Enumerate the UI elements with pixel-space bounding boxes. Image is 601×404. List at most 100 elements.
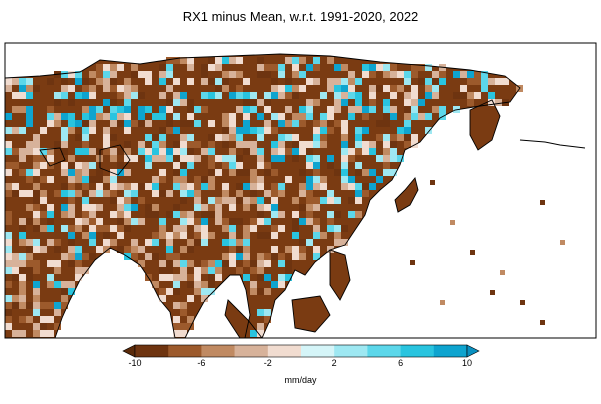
anomaly-cell — [173, 162, 180, 169]
anomaly-cell — [383, 169, 390, 176]
anomaly-cell — [138, 92, 145, 99]
anomaly-cell — [26, 85, 33, 92]
anomaly-cell — [145, 183, 152, 190]
anomaly-cell — [54, 120, 61, 127]
anomaly-cell — [173, 288, 180, 295]
anomaly-cell — [82, 197, 89, 204]
anomaly-cell — [75, 190, 82, 197]
anomaly-cell — [285, 176, 292, 183]
anomaly-cell — [236, 190, 243, 197]
anomaly-cell — [187, 190, 194, 197]
anomaly-cell — [117, 113, 124, 120]
anomaly-cell — [201, 267, 208, 274]
anomaly-cell — [278, 260, 285, 267]
anomaly-cell — [540, 320, 545, 325]
anomaly-cell — [299, 169, 306, 176]
anomaly-cell — [47, 106, 54, 113]
anomaly-cell — [222, 190, 229, 197]
anomaly-cell — [145, 155, 152, 162]
anomaly-cell — [404, 106, 411, 113]
anomaly-cell — [40, 197, 47, 204]
anomaly-cell — [306, 176, 313, 183]
anomaly-cell — [19, 155, 26, 162]
anomaly-cell — [404, 71, 411, 78]
anomaly-cell — [173, 78, 180, 85]
colorbar-segment — [301, 345, 335, 357]
map-title: RX1 minus Mean, w.r.t. 1991-2020, 2022 — [182, 9, 419, 24]
anomaly-cell — [236, 253, 243, 260]
anomaly-cell — [299, 218, 306, 225]
anomaly-cell — [75, 71, 82, 78]
anomaly-cell — [369, 64, 376, 71]
anomaly-cell — [68, 288, 75, 295]
anomaly-cell — [89, 176, 96, 183]
anomaly-cell — [180, 218, 187, 225]
anomaly-cell — [152, 134, 159, 141]
anomaly-cell — [19, 218, 26, 225]
anomaly-cell — [285, 92, 292, 99]
anomaly-cell — [222, 225, 229, 232]
anomaly-cell — [229, 134, 236, 141]
anomaly-cell — [61, 295, 68, 302]
anomaly-cell — [173, 302, 180, 309]
anomaly-cell — [404, 113, 411, 120]
anomaly-cell — [61, 92, 68, 99]
anomaly-cell — [355, 106, 362, 113]
anomaly-cell — [500, 270, 505, 275]
anomaly-cells — [5, 57, 565, 337]
anomaly-cell — [271, 155, 278, 162]
anomaly-cell — [61, 78, 68, 85]
anomaly-cell — [82, 253, 89, 260]
anomaly-cell — [117, 85, 124, 92]
anomaly-cell — [236, 169, 243, 176]
anomaly-cell — [474, 92, 481, 99]
anomaly-cell — [341, 141, 348, 148]
anomaly-cell — [306, 211, 313, 218]
anomaly-cell — [432, 106, 439, 113]
anomaly-cell — [299, 246, 306, 253]
anomaly-cell — [117, 64, 124, 71]
anomaly-cell — [33, 197, 40, 204]
anomaly-cell — [229, 162, 236, 169]
anomaly-cell — [187, 106, 194, 113]
anomaly-cell — [250, 267, 257, 274]
anomaly-cell — [229, 225, 236, 232]
anomaly-cell — [61, 113, 68, 120]
anomaly-cell — [201, 148, 208, 155]
anomaly-cell — [390, 141, 397, 148]
anomaly-cell — [180, 330, 187, 337]
anomaly-cell — [418, 78, 425, 85]
anomaly-cell — [5, 141, 12, 148]
anomaly-cell — [96, 113, 103, 120]
anomaly-cell — [257, 218, 264, 225]
anomaly-cell — [278, 253, 285, 260]
anomaly-cell — [222, 127, 229, 134]
anomaly-cell — [362, 183, 369, 190]
anomaly-cell — [131, 85, 138, 92]
anomaly-cell — [271, 92, 278, 99]
anomaly-cell — [313, 78, 320, 85]
anomaly-cell — [33, 295, 40, 302]
anomaly-cell — [124, 141, 131, 148]
anomaly-cell — [430, 180, 435, 185]
anomaly-cell — [166, 155, 173, 162]
anomaly-cell — [411, 134, 418, 141]
anomaly-cell — [110, 190, 117, 197]
anomaly-cell — [5, 309, 12, 316]
anomaly-cell — [19, 274, 26, 281]
anomaly-cell — [306, 99, 313, 106]
anomaly-cell — [110, 64, 117, 71]
anomaly-cell — [320, 141, 327, 148]
anomaly-cell — [61, 183, 68, 190]
anomaly-cell — [327, 225, 334, 232]
anomaly-cell — [453, 71, 460, 78]
anomaly-cell — [180, 176, 187, 183]
anomaly-cell — [229, 92, 236, 99]
anomaly-cell — [271, 127, 278, 134]
anomaly-cell — [369, 148, 376, 155]
anomaly-cell — [5, 169, 12, 176]
anomaly-cell — [250, 225, 257, 232]
anomaly-cell — [75, 225, 82, 232]
anomaly-cell — [5, 323, 12, 330]
anomaly-cell — [369, 85, 376, 92]
